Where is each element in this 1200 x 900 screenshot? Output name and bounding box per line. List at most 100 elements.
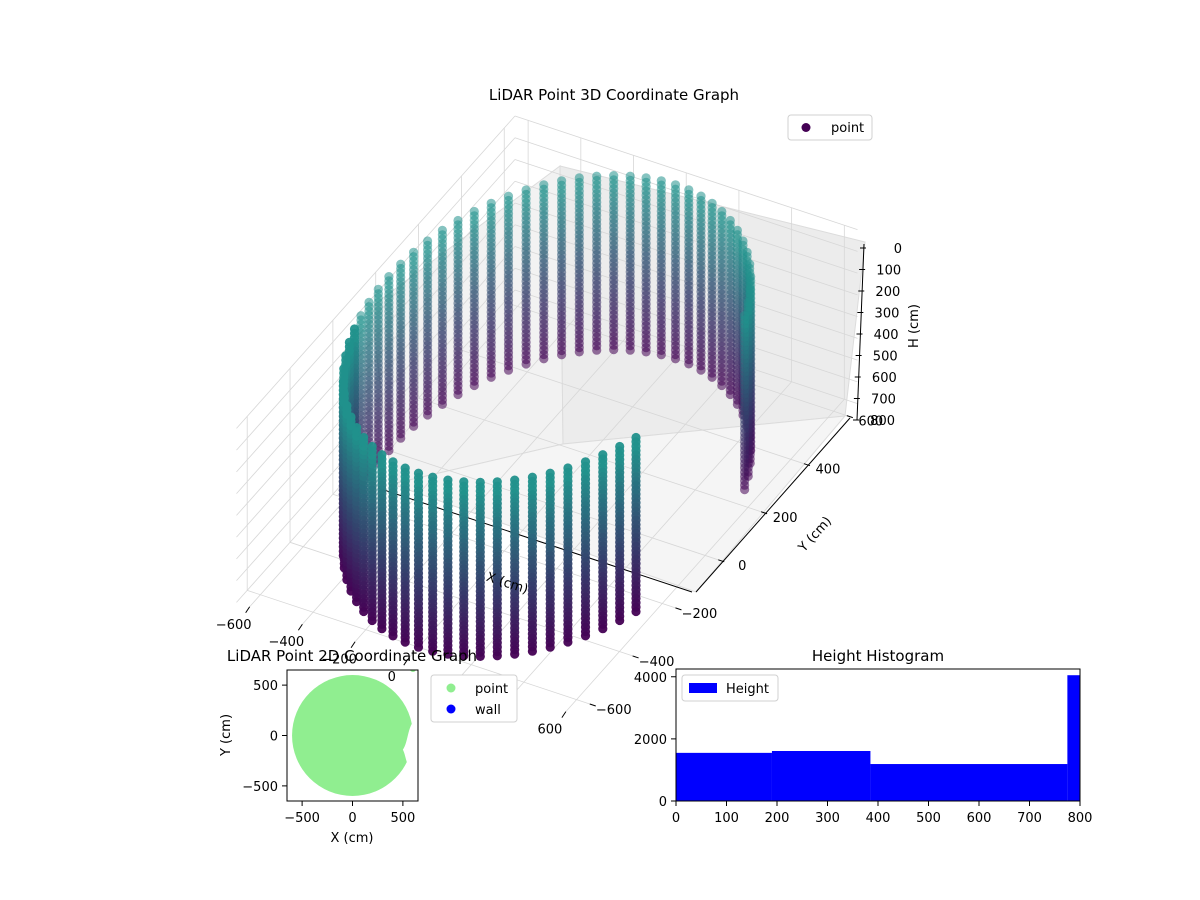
histogram-ticks: 0 100 200 300 400 500 600 700 800 0 2000 4000	[634, 671, 1093, 826]
x-tick-mark	[561, 711, 567, 718]
histogram-bar	[771, 750, 871, 801]
histogram-y-tick-label: 2000	[634, 733, 667, 748]
point-3d	[400, 463, 410, 473]
chart-2d-x-tick-label: 500	[390, 811, 415, 826]
point-3d	[615, 441, 625, 452]
point-3d	[625, 171, 635, 181]
chart-2d: LiDAR Point 2D Coordinate Graph −500 0 500…	[219, 647, 518, 846]
point-3d	[545, 468, 555, 478]
point-3d	[339, 364, 349, 374]
histogram-x-tick-label: 0	[672, 811, 680, 826]
histogram-bars	[676, 675, 1080, 801]
point-3d	[745, 284, 755, 294]
point-3d	[469, 206, 479, 217]
x-tick-label: −600	[216, 618, 252, 633]
z-tick-label: 500	[873, 350, 898, 365]
point-3d	[338, 376, 348, 387]
z-tick-label: 100	[876, 264, 901, 279]
point-3d	[609, 171, 619, 181]
histogram-x-tick-label: 800	[1068, 811, 1093, 826]
legend-3d-label: point	[831, 121, 864, 136]
histogram-x-tick-label: 100	[714, 811, 739, 826]
chart-3d-title: LiDAR Point 3D Coordinate Graph	[489, 86, 739, 104]
point-3d	[409, 247, 419, 257]
y-tick-label: −200	[682, 607, 718, 622]
histogram-x-tick-label: 300	[815, 811, 840, 826]
point-3d	[423, 236, 433, 246]
y-tick-label: 0	[738, 559, 746, 574]
z-tick-label: 300	[875, 307, 900, 322]
z-tick-label: 0	[894, 242, 902, 257]
point-3d	[521, 185, 531, 195]
histogram-y-tick-label: 0	[659, 795, 667, 810]
plot-2d	[292, 670, 418, 796]
legend-3d: point	[787, 114, 873, 141]
point-3d	[743, 297, 753, 307]
point-3d	[359, 432, 369, 443]
point-3d	[364, 297, 374, 307]
y-tick-label: 200	[773, 511, 798, 526]
point-3d	[384, 272, 394, 282]
point-3d	[341, 351, 351, 361]
x-tick-mark	[245, 606, 251, 614]
y-tick-mark	[846, 415, 853, 419]
point-3d	[510, 475, 520, 485]
point-3d	[356, 311, 366, 321]
point-3d	[475, 477, 485, 487]
point-3d	[349, 324, 360, 334]
y-tick-mark	[760, 511, 768, 515]
point-3d	[557, 176, 567, 186]
point-3d	[598, 450, 608, 460]
z-tick-label: 400	[874, 328, 899, 343]
grid-z-back	[514, 115, 858, 230]
point-3d	[344, 337, 354, 347]
histogram-x-tick-label: 700	[1017, 811, 1042, 826]
z-axis-line	[856, 243, 865, 421]
x-tick-label: 600	[537, 723, 562, 738]
histogram-x-tick-label: 600	[967, 811, 992, 826]
histogram-x-tick-label: 200	[765, 811, 790, 826]
point-3d	[707, 198, 717, 208]
point-3d	[342, 401, 352, 411]
legend-histogram-marker	[689, 683, 717, 693]
point-3d	[592, 171, 602, 181]
z-tick-label: 700	[871, 393, 896, 408]
z-tick-label: 600	[872, 371, 897, 386]
point-disk	[292, 675, 413, 796]
point-3d	[684, 185, 694, 195]
point-3d	[443, 475, 453, 485]
histogram-x-tick-label: 400	[866, 811, 891, 826]
x-tick-mark	[350, 641, 356, 648]
point-3d	[377, 450, 387, 460]
point-3d	[346, 412, 356, 422]
point-3d	[745, 259, 755, 269]
wall-gap-lower	[402, 717, 418, 774]
legend-2d-wall-label: wall	[475, 703, 501, 718]
grid-z-side	[236, 115, 516, 429]
point-3d	[725, 215, 735, 226]
chart-2d-x-tick-label: −500	[284, 811, 320, 826]
point-3d	[492, 477, 502, 487]
point-3d	[413, 468, 424, 478]
y-axis-label: Y (cm)	[795, 514, 835, 556]
point-3d	[656, 176, 666, 186]
point-3d	[527, 472, 538, 482]
point-3d	[486, 198, 496, 208]
chart-2d-y-tick-label: −500	[242, 780, 278, 795]
x-tick-mark	[403, 658, 409, 666]
y-tick-label: −600	[596, 703, 632, 718]
wall-gap-upper	[403, 688, 418, 710]
point-3d	[670, 180, 681, 190]
y-tick-mark	[803, 463, 811, 467]
chart-2d-y-tick-label: 500	[253, 679, 278, 694]
point-3d	[367, 441, 377, 452]
grid-y-floor	[418, 397, 762, 513]
y-tick-mark	[675, 607, 682, 611]
point-3d	[717, 206, 727, 217]
x-tick-label: −200	[321, 653, 357, 668]
point-3d	[396, 259, 406, 269]
z-tick-label: 800	[870, 414, 895, 429]
point-3d	[453, 215, 463, 226]
chart-2d-x-tick-label: 0	[348, 811, 356, 826]
legend-histogram: Height	[681, 674, 779, 702]
